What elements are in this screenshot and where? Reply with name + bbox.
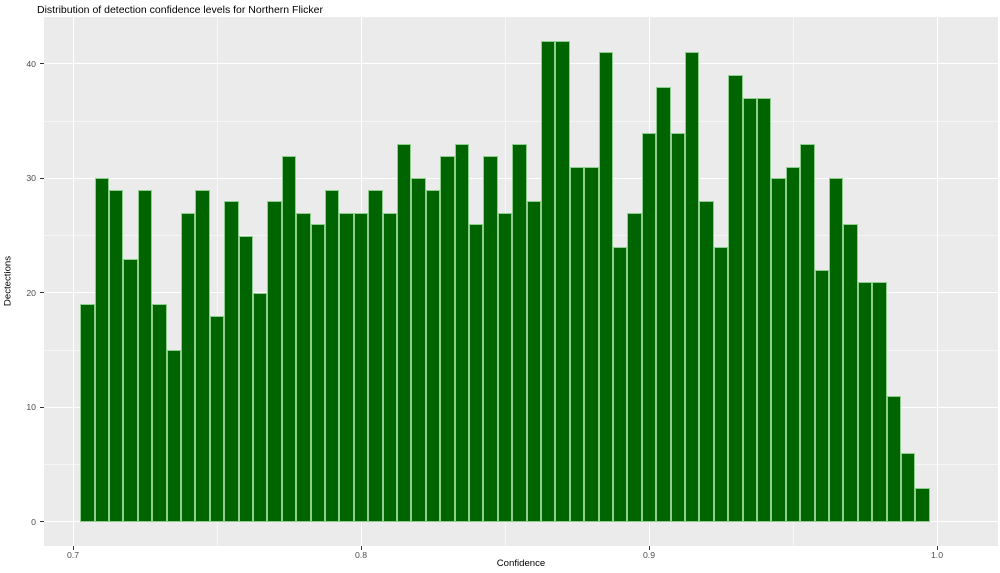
histogram-bar [166, 350, 181, 522]
histogram-bar [339, 212, 354, 522]
y-axis-tick-label: 30 [26, 173, 36, 184]
histogram-bar [872, 281, 887, 522]
histogram-bar [109, 189, 124, 522]
y-axis-tick-mark [40, 292, 44, 294]
y-axis-title: Dectections [2, 255, 14, 307]
histogram-bar [526, 201, 541, 522]
histogram-bar [713, 247, 729, 522]
histogram-bar [685, 52, 700, 522]
histogram-bar [483, 155, 498, 522]
y-axis-tick-label: 20 [26, 287, 36, 298]
histogram-bar [411, 178, 426, 522]
gridline-x-minor [216, 17, 218, 546]
histogram-bar [512, 144, 527, 522]
histogram-bar [325, 189, 340, 522]
y-axis-tick-mark [40, 406, 44, 408]
histogram-bar [641, 132, 657, 522]
histogram-bar [137, 189, 153, 522]
histogram-bar [569, 166, 585, 522]
histogram-bar [281, 155, 297, 522]
histogram-bar [699, 201, 714, 522]
histogram-bar [785, 166, 801, 522]
x-axis-tick-label: 0.9 [642, 550, 656, 560]
histogram-bar [584, 166, 599, 522]
histogram-bar [425, 189, 441, 522]
histogram-bar [915, 487, 930, 522]
y-axis-tick-label: 40 [26, 58, 36, 69]
histogram-bar [800, 144, 815, 522]
histogram-bar [627, 212, 642, 522]
histogram-bar [497, 212, 513, 522]
histogram-bar [152, 304, 167, 522]
histogram-bar [901, 453, 916, 522]
x-axis-tick-mark [360, 546, 362, 550]
y-axis-tick-label: 10 [26, 402, 36, 413]
histogram-bar [310, 224, 325, 522]
histogram-bar [94, 178, 109, 522]
histogram-bar [440, 155, 455, 522]
y-axis-tick-mark [40, 63, 44, 65]
x-axis-tick-mark [936, 546, 938, 550]
histogram-bar [670, 132, 685, 522]
x-axis-tick-mark [72, 546, 74, 550]
histogram-bar [224, 201, 239, 522]
histogram-bar [253, 292, 268, 522]
histogram-bar [181, 212, 196, 522]
x-axis-tick-mark [648, 546, 650, 550]
histogram-bar [238, 235, 253, 522]
chart-title: Distribution of detection confidence lev… [37, 4, 323, 16]
histogram-bar [843, 224, 858, 522]
histogram-bar [771, 178, 786, 522]
histogram-bar [80, 304, 95, 522]
histogram-bar [541, 41, 556, 522]
histogram-bar [469, 224, 484, 522]
histogram-bar [296, 212, 311, 522]
histogram-bar [454, 144, 469, 522]
histogram-bar [123, 258, 138, 522]
x-axis-tick-label: 0.8 [354, 550, 368, 560]
gridline-y-major [44, 521, 998, 523]
histogram-bar [728, 75, 743, 522]
plot-panel [44, 17, 998, 546]
x-axis-tick-label: 0.7 [66, 550, 80, 560]
gridline-y-major [44, 63, 998, 65]
histogram-bar [397, 144, 412, 522]
histogram-bar [353, 212, 369, 522]
histogram-bar [598, 52, 613, 522]
y-axis-tick-label: 0 [31, 516, 36, 527]
histogram-bar [829, 178, 844, 522]
histogram-bar [814, 270, 829, 522]
gridline-x-major [936, 17, 938, 546]
gridline-x-major [72, 17, 74, 546]
histogram-bar [757, 98, 772, 522]
histogram-bar [368, 189, 383, 522]
histogram-bar [613, 247, 628, 522]
y-axis-tick-mark [40, 177, 44, 179]
histogram-bar [742, 98, 757, 522]
histogram-bar [267, 201, 282, 522]
histogram-bar [886, 396, 901, 522]
histogram-bar [382, 212, 397, 522]
y-axis-tick-mark [40, 521, 44, 523]
x-axis-title: Confidence [496, 558, 546, 569]
histogram-bar [857, 281, 873, 522]
histogram-bar [209, 315, 225, 522]
histogram-bar [656, 86, 671, 522]
histogram-bar [195, 189, 210, 522]
x-axis-tick-label: 1.0 [930, 550, 944, 560]
histogram-bar [555, 41, 570, 522]
gridline-y-minor [44, 120, 998, 122]
